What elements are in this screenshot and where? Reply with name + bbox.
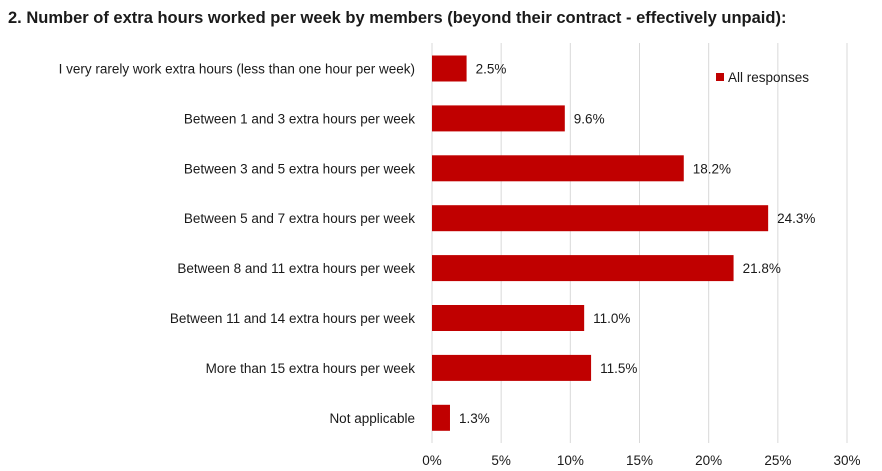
- x-tick-label: 10%: [557, 453, 584, 468]
- category-label: Between 1 and 3 extra hours per week: [184, 111, 415, 126]
- category-label: Not applicable: [329, 411, 415, 426]
- legend-swatch: [716, 73, 724, 81]
- gridlines: [431, 43, 848, 443]
- x-tick-label: 20%: [695, 453, 722, 468]
- bar: [432, 105, 565, 132]
- category-label: Between 3 and 5 extra hours per week: [184, 161, 415, 176]
- category-label: I very rarely work extra hours (less tha…: [59, 62, 415, 77]
- data-label: 11.5%: [600, 361, 637, 376]
- bar: [432, 155, 684, 182]
- value-labels: 2.5% 9.6% 18.2% 24.3% 21.8% 11.0% 11.5% 1.3%: [459, 62, 815, 426]
- category-labels: I very rarely work extra hours (less tha…: [59, 62, 416, 426]
- category-label: Between 5 and 7 extra hours per week: [184, 211, 415, 226]
- legend-label: All responses: [728, 70, 809, 85]
- category-label: Between 11 and 14 extra hours per week: [170, 311, 415, 326]
- x-tick-label: 30%: [833, 453, 860, 468]
- data-label: 24.3%: [777, 211, 815, 226]
- bars: [432, 55, 769, 431]
- data-label: 11.0%: [593, 311, 630, 326]
- category-label: More than 15 extra hours per week: [206, 361, 416, 376]
- x-tick-label: 15%: [626, 453, 653, 468]
- bar: [432, 255, 734, 282]
- x-tick-label: 0%: [422, 453, 442, 468]
- data-label: 2.5%: [476, 62, 507, 77]
- data-label: 21.8%: [743, 261, 781, 276]
- legend: All responses: [716, 70, 809, 85]
- category-label: Between 8 and 11 extra hours per week: [177, 261, 415, 276]
- data-label: 1.3%: [459, 411, 490, 426]
- chart-title: 2. Number of extra hours worked per week…: [8, 9, 787, 27]
- x-axis-ticks: 0% 5% 10% 15% 20% 25% 30%: [422, 453, 860, 468]
- x-tick-label: 25%: [764, 453, 791, 468]
- bar: [432, 354, 592, 381]
- bar: [432, 404, 450, 431]
- data-label: 9.6%: [574, 111, 605, 126]
- x-tick-label: 5%: [491, 453, 511, 468]
- bar: [432, 55, 467, 82]
- bar: [432, 305, 585, 331]
- data-label: 18.2%: [693, 161, 731, 176]
- bar: [432, 205, 769, 232]
